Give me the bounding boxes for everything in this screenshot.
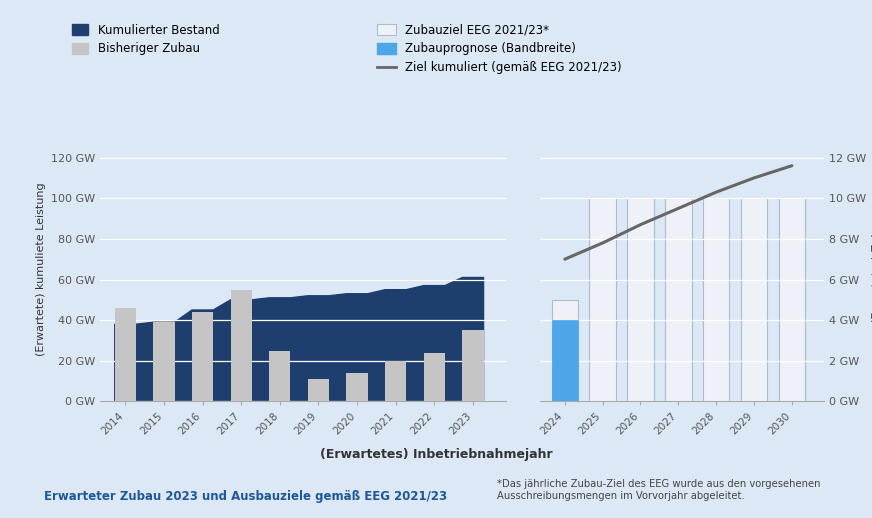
Bar (230, 290, 252, 401)
Text: *Das jährliche Zubau-Ziel des EEG wurde aus den vorgesehenen
Ausschreibungsmenge: *Das jährliche Zubau-Ziel des EEG wurde … (497, 479, 821, 501)
Bar (192, 312, 214, 401)
Bar (269, 351, 290, 401)
Text: (Erwartetes) Inbetriebnahmejahr: (Erwartetes) Inbetriebnahmejahr (320, 449, 552, 462)
Bar (552, 320, 578, 401)
Bar (552, 300, 578, 401)
Bar (346, 373, 368, 401)
Bar (589, 198, 616, 401)
Bar (153, 322, 174, 401)
Bar (665, 198, 691, 401)
Bar (627, 198, 654, 401)
Text: Erwarteter Zubau 2023 und Ausbauziele gemäß EEG 2021/23: Erwarteter Zubau 2023 und Ausbauziele ge… (44, 490, 446, 503)
Legend: Zubauziel EEG 2021/23*, Zubauprognose (Bandbreite), Ziel kumuliert (gemäß EEG 20: Zubauziel EEG 2021/23*, Zubauprognose (B… (372, 19, 627, 79)
Bar (462, 330, 484, 401)
Bar (308, 379, 329, 401)
Bar (703, 198, 730, 401)
Bar (115, 308, 136, 401)
Bar (385, 361, 406, 401)
Bar (424, 353, 445, 401)
Polygon shape (115, 278, 484, 401)
Legend: Kumulierter Bestand, Bisheriger Zubau: Kumulierter Bestand, Bisheriger Zubau (67, 19, 224, 60)
Y-axis label: (Erwartete) kumuliete Leistung: (Erwartete) kumuliete Leistung (36, 182, 45, 356)
Bar (741, 198, 767, 401)
Bar (779, 198, 805, 401)
